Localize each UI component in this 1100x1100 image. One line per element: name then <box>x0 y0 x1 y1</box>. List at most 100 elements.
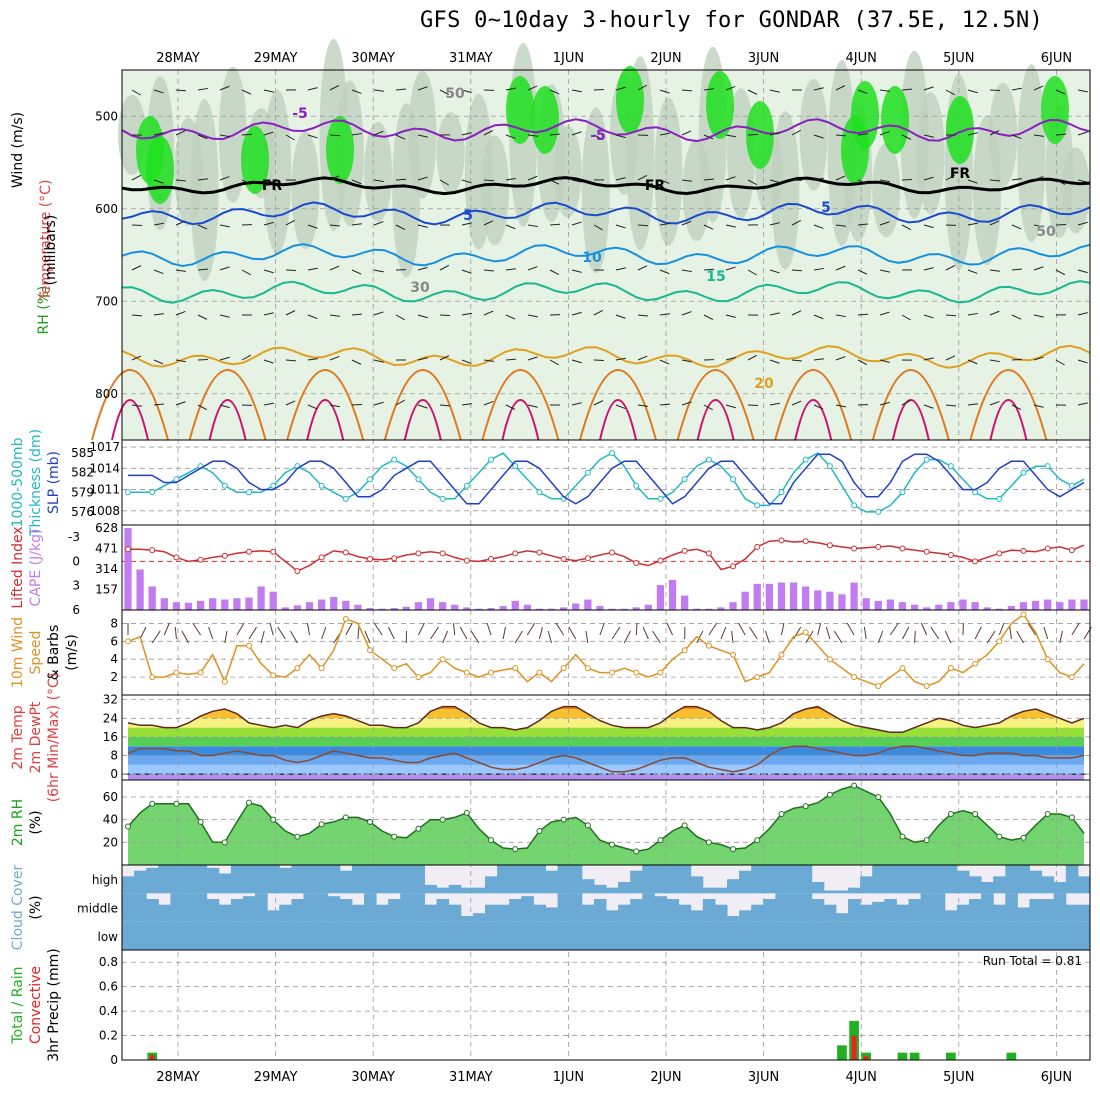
cloud-cell-high <box>388 865 401 894</box>
wind-barb <box>263 179 274 183</box>
cloud-cell-high <box>823 890 837 894</box>
hot-dome <box>989 399 1028 441</box>
lifted-index-point <box>730 563 737 570</box>
cloud-clear-middle <box>884 893 897 899</box>
cloud-clear-middle <box>1065 893 1079 905</box>
rh-shade <box>190 99 219 282</box>
precip-convective-bar <box>851 1035 857 1060</box>
cloud-clear-high <box>811 865 825 882</box>
wind-barb <box>1055 359 1065 366</box>
cloud-cell-middle <box>448 904 462 922</box>
cloud-clear-high <box>1041 865 1055 877</box>
wind-side-label: & Barbs <box>46 625 62 681</box>
cloud-cell-high <box>944 865 958 894</box>
cloud-cell-high <box>400 865 413 894</box>
cloud-clear-high <box>448 865 462 885</box>
wind-side-label: 10m Wind <box>10 617 26 688</box>
cape-bar <box>777 582 786 610</box>
wind-barb <box>901 224 912 231</box>
cloud-level-label: high <box>92 873 118 887</box>
wind-barb <box>351 132 362 136</box>
wind-barb <box>901 178 913 181</box>
cape-bar <box>257 586 265 610</box>
surface-wind-barb <box>269 622 274 636</box>
cloud-clear-middle <box>533 893 546 905</box>
cloud-cell-middle <box>727 916 740 922</box>
wind-barb <box>1077 221 1088 226</box>
contour-label: FR <box>262 178 283 194</box>
cape-bar <box>826 591 834 610</box>
cloud-clear-middle <box>956 893 970 905</box>
wind-barb <box>857 359 868 365</box>
wind-barb <box>879 130 890 136</box>
cloud-cell-low <box>714 921 728 950</box>
cloud-cell-high <box>654 865 667 894</box>
cape-bar <box>644 604 652 610</box>
cloud-cell-low <box>860 921 873 950</box>
cloud-cell-high <box>920 865 934 894</box>
wind-barb <box>857 89 868 95</box>
wind-barb <box>659 269 670 275</box>
lifted-index-point <box>149 547 156 554</box>
wind-barb <box>373 359 384 363</box>
lifted-index-point <box>1020 547 1027 554</box>
cloud-cell-low <box>690 921 704 950</box>
date-label-bottom: 29MAY <box>254 1070 298 1085</box>
wind-barb <box>681 179 692 182</box>
cloud-clear-high <box>593 865 607 885</box>
cloud-cell-low <box>811 921 825 950</box>
cloud-clear-middle <box>376 893 389 905</box>
cape-bar <box>681 595 689 610</box>
cape-bar <box>160 598 168 610</box>
cloud-cell-high <box>569 865 583 894</box>
cloud-cell-low <box>775 921 788 950</box>
wind-barb <box>219 85 230 91</box>
wind-barb <box>197 87 208 91</box>
temp-band <box>122 695 1090 700</box>
wind-barb <box>197 268 209 271</box>
wind-barb <box>153 179 164 184</box>
wind-barb <box>197 314 208 320</box>
wind-barb <box>549 89 560 95</box>
cloud-cell-middle <box>751 904 764 922</box>
rh-point <box>149 800 156 807</box>
thickness-point <box>246 489 253 496</box>
thickness-point <box>415 476 422 483</box>
wind-speed-point <box>1068 674 1075 681</box>
wind-barb <box>659 313 670 316</box>
wind-barb <box>571 311 582 316</box>
wind-side-label: Speed <box>28 631 44 675</box>
cloud-cell-high <box>872 865 885 894</box>
rh-moist-cell <box>851 81 879 149</box>
wind-barb <box>615 404 626 410</box>
upper-side-label: Wind (m/s) <box>10 112 26 188</box>
cloud-cell-high <box>848 887 861 894</box>
cloud-cell-high <box>194 865 208 894</box>
cloud-clear-high <box>993 865 1006 877</box>
thickness-tick: 585 <box>71 446 94 460</box>
wind-barb <box>637 224 649 227</box>
cloud-cell-high <box>279 867 292 894</box>
isotherm-line <box>121 243 1091 268</box>
cloud-cell-middle <box>351 904 365 922</box>
wind-barb <box>857 133 868 136</box>
wind-barb <box>681 311 692 316</box>
cloud-cell-middle <box>848 899 861 922</box>
wind-barb <box>527 85 538 91</box>
hot-dome <box>403 399 442 441</box>
cape-bar <box>693 608 701 610</box>
slp-side-label: 1000-500mb <box>10 437 26 527</box>
wind-speed-point <box>439 656 446 663</box>
thickness-point <box>730 476 737 483</box>
cloud-clear-middle <box>654 893 667 897</box>
cloud-cell-high <box>424 884 438 894</box>
cloud-cell-low <box>170 921 183 950</box>
cloud-clear-middle <box>521 893 534 897</box>
cloud-cell-low <box>1053 921 1067 950</box>
wind-barb <box>263 269 274 274</box>
wind-barb <box>945 174 955 181</box>
rh-shade <box>916 92 945 215</box>
slp-tick: 1014 <box>89 461 120 475</box>
cloud-cell-middle <box>606 910 619 922</box>
precip-side-label: 3hr Precip (mm) <box>46 948 62 1061</box>
